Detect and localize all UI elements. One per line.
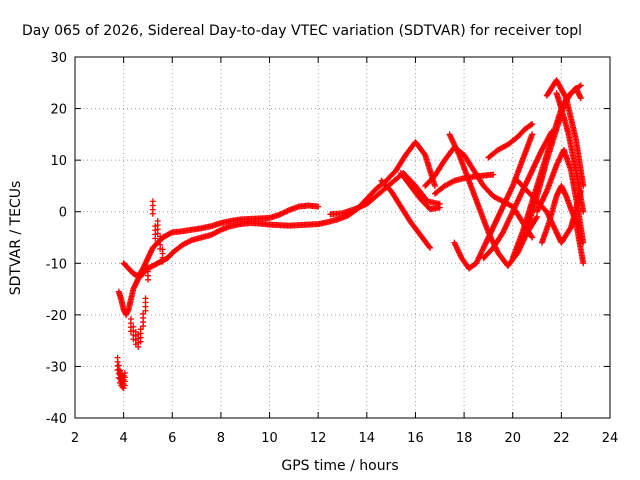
x-tick-label: 16 xyxy=(407,431,424,446)
y-tick-label: 10 xyxy=(50,154,67,169)
data-point xyxy=(576,83,583,90)
data-point xyxy=(157,233,164,240)
x-tick-label: 24 xyxy=(602,431,619,446)
data-point xyxy=(580,239,587,246)
data-point xyxy=(580,260,587,267)
data-point xyxy=(154,217,161,224)
x-tick-label: 14 xyxy=(359,431,376,446)
y-tick-label: -30 xyxy=(46,360,67,375)
data-point xyxy=(490,171,497,178)
y-tick-label: 20 xyxy=(50,103,67,118)
data-point xyxy=(121,370,128,377)
chart-title: Day 065 of 2026, Sidereal Day-to-day VTE… xyxy=(22,23,582,39)
data-point xyxy=(533,215,540,222)
y-axis-label: SDTVAR / TECUs xyxy=(8,181,24,296)
data-point xyxy=(529,121,536,128)
x-tick-label: 6 xyxy=(168,431,176,446)
x-axis-label: GPS time / hours xyxy=(281,458,398,474)
data-point xyxy=(436,204,443,211)
x-tick-label: 22 xyxy=(553,431,570,446)
y-tick-label: 30 xyxy=(50,51,67,66)
data-point xyxy=(427,244,434,251)
data-point xyxy=(159,246,166,253)
data-point xyxy=(529,131,536,138)
data-point xyxy=(140,310,147,317)
data-point xyxy=(149,198,156,205)
data-points xyxy=(114,77,587,392)
data-point xyxy=(577,82,584,89)
x-tick-label: 18 xyxy=(456,431,473,446)
data-point xyxy=(114,354,121,361)
data-point xyxy=(130,323,137,330)
plot-frame xyxy=(74,56,611,419)
x-tick-label: 4 xyxy=(119,431,127,446)
data-point xyxy=(127,315,134,322)
data-point xyxy=(567,225,574,232)
y-tick-label: -40 xyxy=(46,412,67,427)
y-tick-label: -10 xyxy=(46,257,67,272)
data-point xyxy=(426,243,433,250)
data-point xyxy=(577,95,584,102)
y-tick-label: -20 xyxy=(46,309,67,324)
data-point xyxy=(115,362,122,369)
x-tick-label: 2 xyxy=(71,431,79,446)
data-point xyxy=(137,326,144,333)
y-tick-label: 0 xyxy=(59,206,67,221)
data-point xyxy=(534,213,541,220)
data-point xyxy=(431,182,438,189)
data-point xyxy=(527,121,534,128)
data-point xyxy=(529,234,536,241)
data-point xyxy=(528,233,535,240)
x-tick-label: 12 xyxy=(310,431,327,446)
data-point xyxy=(315,203,322,210)
grid xyxy=(75,57,610,418)
data-point xyxy=(580,208,587,215)
data-point xyxy=(142,295,149,302)
data-point xyxy=(144,264,151,271)
x-tick-label: 8 xyxy=(217,431,225,446)
x-tick-label: 10 xyxy=(261,431,278,446)
x-tick-label: 20 xyxy=(504,431,521,446)
